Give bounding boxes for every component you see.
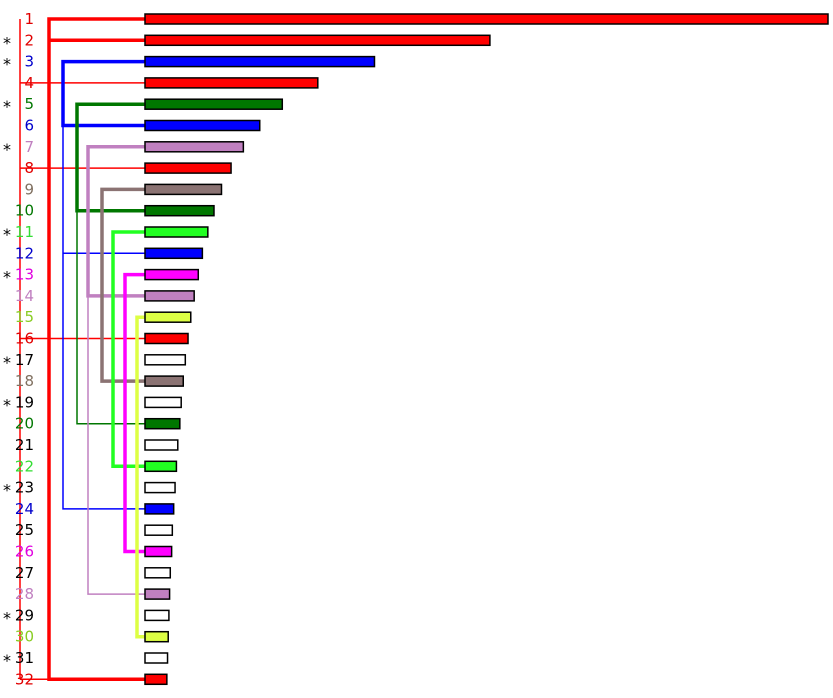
row-label-23: 23 [15, 479, 34, 497]
row-label-18: 18 [15, 372, 34, 390]
row-label-6: 6 [24, 117, 34, 135]
bar-7 [144, 141, 245, 153]
star-marker-3: * [3, 55, 11, 74]
row-label-14: 14 [15, 287, 34, 305]
star-marker-7: * [3, 140, 11, 159]
bar-3 [144, 55, 376, 68]
bar-25 [144, 524, 174, 536]
link-line-7-28 [87, 146, 145, 595]
bar-22 [144, 460, 178, 473]
row-labels: 12*3*45*67*891011*1213*14151617*1819*202… [3, 10, 34, 688]
bar-32 [144, 673, 168, 686]
bar-29 [144, 609, 170, 622]
row-label-3: 3 [24, 53, 34, 71]
row-label-15: 15 [15, 308, 34, 326]
star-marker-13: * [3, 268, 11, 287]
link-line-13-26 [123, 272, 145, 554]
row-label-26: 26 [15, 543, 34, 561]
bar-27 [144, 567, 172, 579]
row-label-10: 10 [15, 202, 34, 220]
link-line-5-20 [76, 103, 145, 425]
star-marker-23: * [3, 481, 11, 500]
bar-21 [144, 439, 179, 451]
bar-6 [144, 119, 261, 132]
star-marker-17: * [3, 353, 11, 372]
bar-14 [144, 290, 195, 302]
bars [144, 13, 829, 686]
star-marker-5: * [3, 97, 11, 116]
row-label-30: 30 [15, 628, 34, 646]
bar-15 [144, 311, 192, 323]
star-marker-31: * [3, 651, 11, 670]
row-label-5: 5 [24, 95, 34, 113]
star-marker-11: * [3, 225, 11, 244]
link-lines [19, 17, 145, 682]
row-label-20: 20 [15, 415, 34, 433]
bar-8 [144, 162, 232, 174]
row-label-22: 22 [15, 457, 34, 475]
star-marker-2: * [3, 33, 11, 52]
bar-2 [144, 34, 491, 47]
row-label-32: 32 [15, 670, 34, 688]
link-line-3-24 [62, 60, 145, 510]
link-line-11-22 [111, 230, 145, 469]
row-label-11: 11 [15, 223, 34, 241]
bar-5 [144, 98, 284, 110]
row-label-9: 9 [24, 180, 34, 198]
bar-16 [144, 332, 189, 345]
link-line-red-spine [19, 19, 49, 681]
link-line-1-32 [47, 17, 145, 682]
row-label-4: 4 [24, 74, 34, 92]
row-label-29: 29 [15, 606, 34, 624]
row-label-1: 1 [24, 10, 34, 28]
bar-20 [144, 417, 181, 430]
row-label-8: 8 [24, 159, 34, 177]
row-label-16: 16 [15, 330, 34, 348]
row-label-28: 28 [15, 585, 34, 603]
bar-18 [144, 375, 184, 387]
star-marker-19: * [3, 395, 11, 414]
bar-1 [144, 13, 829, 25]
row-label-2: 2 [24, 31, 34, 49]
bar-10 [144, 204, 215, 217]
row-label-17: 17 [15, 351, 34, 369]
row-label-25: 25 [15, 521, 34, 539]
bar-12 [144, 247, 204, 260]
row-label-31: 31 [15, 649, 34, 667]
bar-30 [144, 630, 169, 643]
bar-9 [144, 183, 223, 196]
bar-26 [144, 545, 173, 558]
bar-31 [144, 652, 169, 664]
bar-23 [144, 481, 176, 494]
bar-11 [144, 226, 209, 238]
bar-13 [144, 268, 200, 281]
bar-17 [144, 354, 187, 366]
star-marker-29: * [3, 608, 11, 627]
row-label-7: 7 [24, 138, 34, 156]
row-label-19: 19 [15, 393, 34, 411]
link-line-15-30 [135, 315, 145, 639]
bar-28 [144, 588, 171, 600]
row-label-13: 13 [15, 266, 34, 284]
bar-24 [144, 503, 175, 515]
row-label-24: 24 [15, 500, 34, 518]
row-label-21: 21 [15, 436, 34, 454]
row-label-27: 27 [15, 564, 34, 582]
row-label-12: 12 [15, 244, 34, 262]
bar-4 [144, 77, 319, 89]
bar-19 [144, 396, 182, 409]
